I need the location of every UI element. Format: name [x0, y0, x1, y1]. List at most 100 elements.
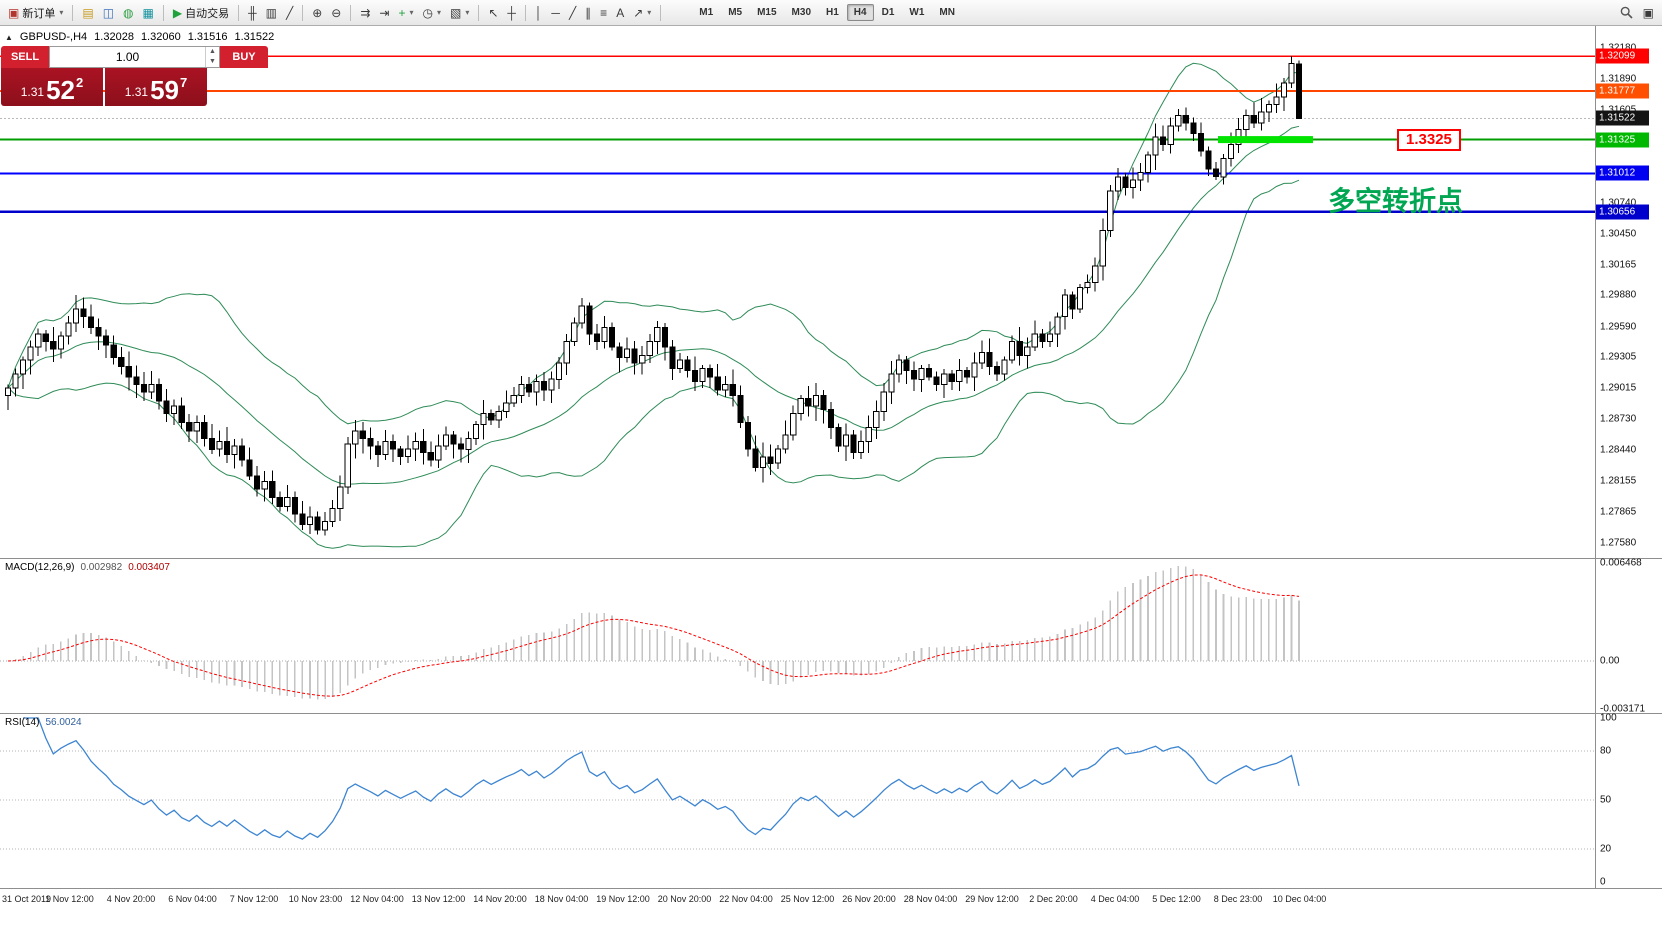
price-annotation-box[interactable]: 1.3325	[1397, 128, 1461, 151]
timeframe-h1-button[interactable]: H1	[826, 7, 839, 18]
price-tag-1.32099: 1.32099	[1596, 48, 1649, 64]
timeframe-h4-button[interactable]: H4	[846, 4, 874, 21]
rsi-axis[interactable]: 100 80 50 20 0	[1595, 712, 1662, 888]
search-button[interactable]	[1616, 3, 1637, 23]
toolbar-separator	[72, 4, 74, 21]
fibonacci-icon: ≡	[600, 5, 608, 20]
lot-up-button[interactable]: ▲	[209, 48, 216, 55]
crosshair-button[interactable]: ┼	[503, 3, 520, 23]
macd-value-main: 0.002982	[80, 562, 123, 573]
buy-price-prefix: 1.31	[124, 85, 149, 99]
time-label: 8 Dec 23:00	[1213, 894, 1263, 904]
autotrading-button-label: 自动交易	[185, 7, 230, 20]
toolbar-separator	[302, 4, 304, 21]
chart-shift-button[interactable]: ⇥	[375, 3, 393, 23]
price-axis[interactable]: 1.321801.318901.316051.313151.310251.307…	[1595, 26, 1662, 558]
time-label: 4 Nov 20:00	[106, 894, 156, 904]
quote-line: ▲ GBPUSD-,H4 1.32028 1.32060 1.31516 1.3…	[5, 31, 274, 43]
lot-size-input[interactable]	[50, 47, 205, 67]
time-axis[interactable]: 31 Oct 2019 1 Nov 12:00 4 Nov 20:00 6 Nov 0…	[0, 889, 1662, 913]
macd-plot[interactable]	[0, 559, 1595, 713]
time-label: 13 Nov 12:00	[411, 894, 466, 904]
chart-windows-button[interactable]: ▣	[1639, 3, 1658, 23]
line-chart-button[interactable]: ╱	[282, 3, 297, 23]
navigator-button[interactable]: ◍	[119, 3, 137, 23]
auto-scroll-button[interactable]: ⇉	[356, 3, 374, 23]
trendline-button[interactable]: ╱	[565, 3, 580, 23]
rsi-scale-label: 100	[1600, 712, 1617, 724]
buy-price-sup: 7	[180, 75, 188, 90]
price-tag-1.31325: 1.31325	[1596, 132, 1649, 148]
price-tag-1.31522: 1.31522	[1596, 110, 1649, 126]
rsi-panel[interactable]: 100 80 50 20 0 RSI(14) 56.0024	[0, 712, 1662, 889]
rsi-scale-label: 0	[1600, 876, 1606, 888]
timeframe-m30-button[interactable]: M30	[791, 7, 811, 18]
indicators-button[interactable]: + ▾	[394, 3, 417, 23]
sell-tab[interactable]: SELL	[1, 46, 49, 68]
support-highlight-segment[interactable]	[1218, 136, 1313, 144]
price-tick: 1.31890	[1600, 73, 1637, 85]
indicators-icon: +	[398, 5, 406, 20]
trendline-icon: ╱	[568, 5, 577, 20]
quote-low: 1.31516	[187, 31, 228, 43]
data-window-button[interactable]: ◫	[99, 3, 118, 23]
price-chart-plot[interactable]	[0, 26, 1595, 558]
time-label: 2 Dec 20:00	[1029, 894, 1078, 904]
timeframe-m5-button[interactable]: M5	[728, 7, 743, 18]
rsi-scale-label: 50	[1600, 794, 1612, 806]
buy-tab[interactable]: BUY	[220, 46, 268, 68]
price-tick: 1.30740	[1600, 197, 1637, 209]
buy-price-big: 59	[150, 75, 180, 105]
zoom-in-button[interactable]: ⊕	[308, 3, 326, 23]
fibonacci-button[interactable]: ≡	[596, 3, 611, 23]
timeframe-m1-button[interactable]: M1	[699, 7, 714, 18]
horizontal-line-button[interactable]: ─	[547, 3, 564, 23]
main-chart-panel[interactable]: 1.321801.318901.316051.313151.310251.307…	[0, 26, 1662, 559]
timeframe-m15-button[interactable]: M15	[757, 7, 777, 18]
buy-button[interactable]: 1.31 59 7	[105, 68, 207, 106]
toolbar-separator	[478, 4, 480, 21]
cursor-icon: ↖	[488, 5, 499, 20]
bollinger-upper-band	[7, 62, 1300, 425]
arrows-button[interactable]: ↗ ▾	[629, 3, 655, 23]
data-window-icon: ◫	[102, 5, 115, 20]
candlestick-chart-button[interactable]: ▥	[262, 3, 281, 23]
time-label: 31 Oct 2019	[2, 894, 52, 904]
time-label: 7 Nov 12:00	[229, 894, 279, 904]
rsi-line	[23, 717, 1300, 840]
cursor-button[interactable]: ↖	[484, 3, 502, 23]
channel-button[interactable]: ∥	[581, 3, 595, 23]
market-watch-icon: ▤	[82, 5, 94, 20]
macd-histogram	[14, 565, 1300, 700]
toolbar-separator	[350, 4, 352, 21]
text-button[interactable]: A	[612, 3, 628, 23]
lot-down-button[interactable]: ▼	[209, 58, 216, 65]
timeframe-mn-button[interactable]: MN	[939, 7, 955, 18]
rsi-label: RSI(14) 56.0024	[5, 717, 82, 728]
periods-button[interactable]: ◷ ▾	[418, 3, 445, 23]
autotrading-button[interactable]: ▶ 自动交易	[169, 3, 233, 23]
dropdown-caret-icon: ▾	[409, 8, 414, 17]
periods-icon: ◷	[422, 5, 433, 20]
terminal-button[interactable]: ▦	[139, 3, 158, 23]
rsi-value: 56.0024	[45, 717, 82, 728]
vertical-line-icon: │	[534, 5, 543, 20]
new-order-button[interactable]: ▣ 新订单 ▾	[4, 3, 67, 23]
zoom-out-button[interactable]: ⊖	[327, 3, 345, 23]
new-order-button-label: 新订单	[22, 7, 56, 20]
macd-panel[interactable]: 0.006468 0.00 -0.003171 MACD(12,26,9) 0.00…	[0, 558, 1662, 715]
one-click-trading-widget: SELL ▲ ▼ BUY 1.31 52 2 1.31 59 7	[1, 46, 268, 106]
templates-button[interactable]: ▧ ▾	[446, 3, 473, 23]
market-watch-button[interactable]: ▤	[78, 3, 97, 23]
time-label: 25 Nov 12:00	[780, 894, 835, 904]
quote-close: 1.31522	[234, 31, 275, 43]
autotrading-icon: ▶	[172, 5, 183, 20]
rsi-plot[interactable]	[0, 714, 1595, 888]
chinese-annotation-text[interactable]: 多空转折点	[1328, 186, 1463, 217]
sell-button[interactable]: 1.31 52 2	[1, 68, 103, 106]
vertical-line-button[interactable]: │	[531, 3, 547, 23]
timeframe-w1-button[interactable]: W1	[909, 7, 925, 18]
bar-chart-button[interactable]: ╫	[244, 3, 261, 23]
timeframe-d1-button[interactable]: D1	[881, 7, 895, 18]
macd-axis[interactable]: 0.006468 0.00 -0.003171	[1595, 558, 1662, 715]
